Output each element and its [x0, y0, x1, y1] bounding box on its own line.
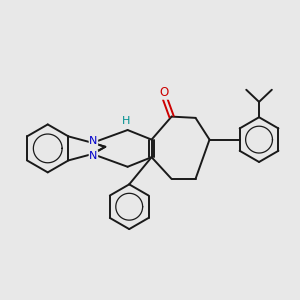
Text: H: H: [122, 116, 130, 126]
Text: O: O: [160, 86, 169, 99]
Text: N: N: [89, 151, 98, 160]
Text: N: N: [89, 136, 98, 146]
